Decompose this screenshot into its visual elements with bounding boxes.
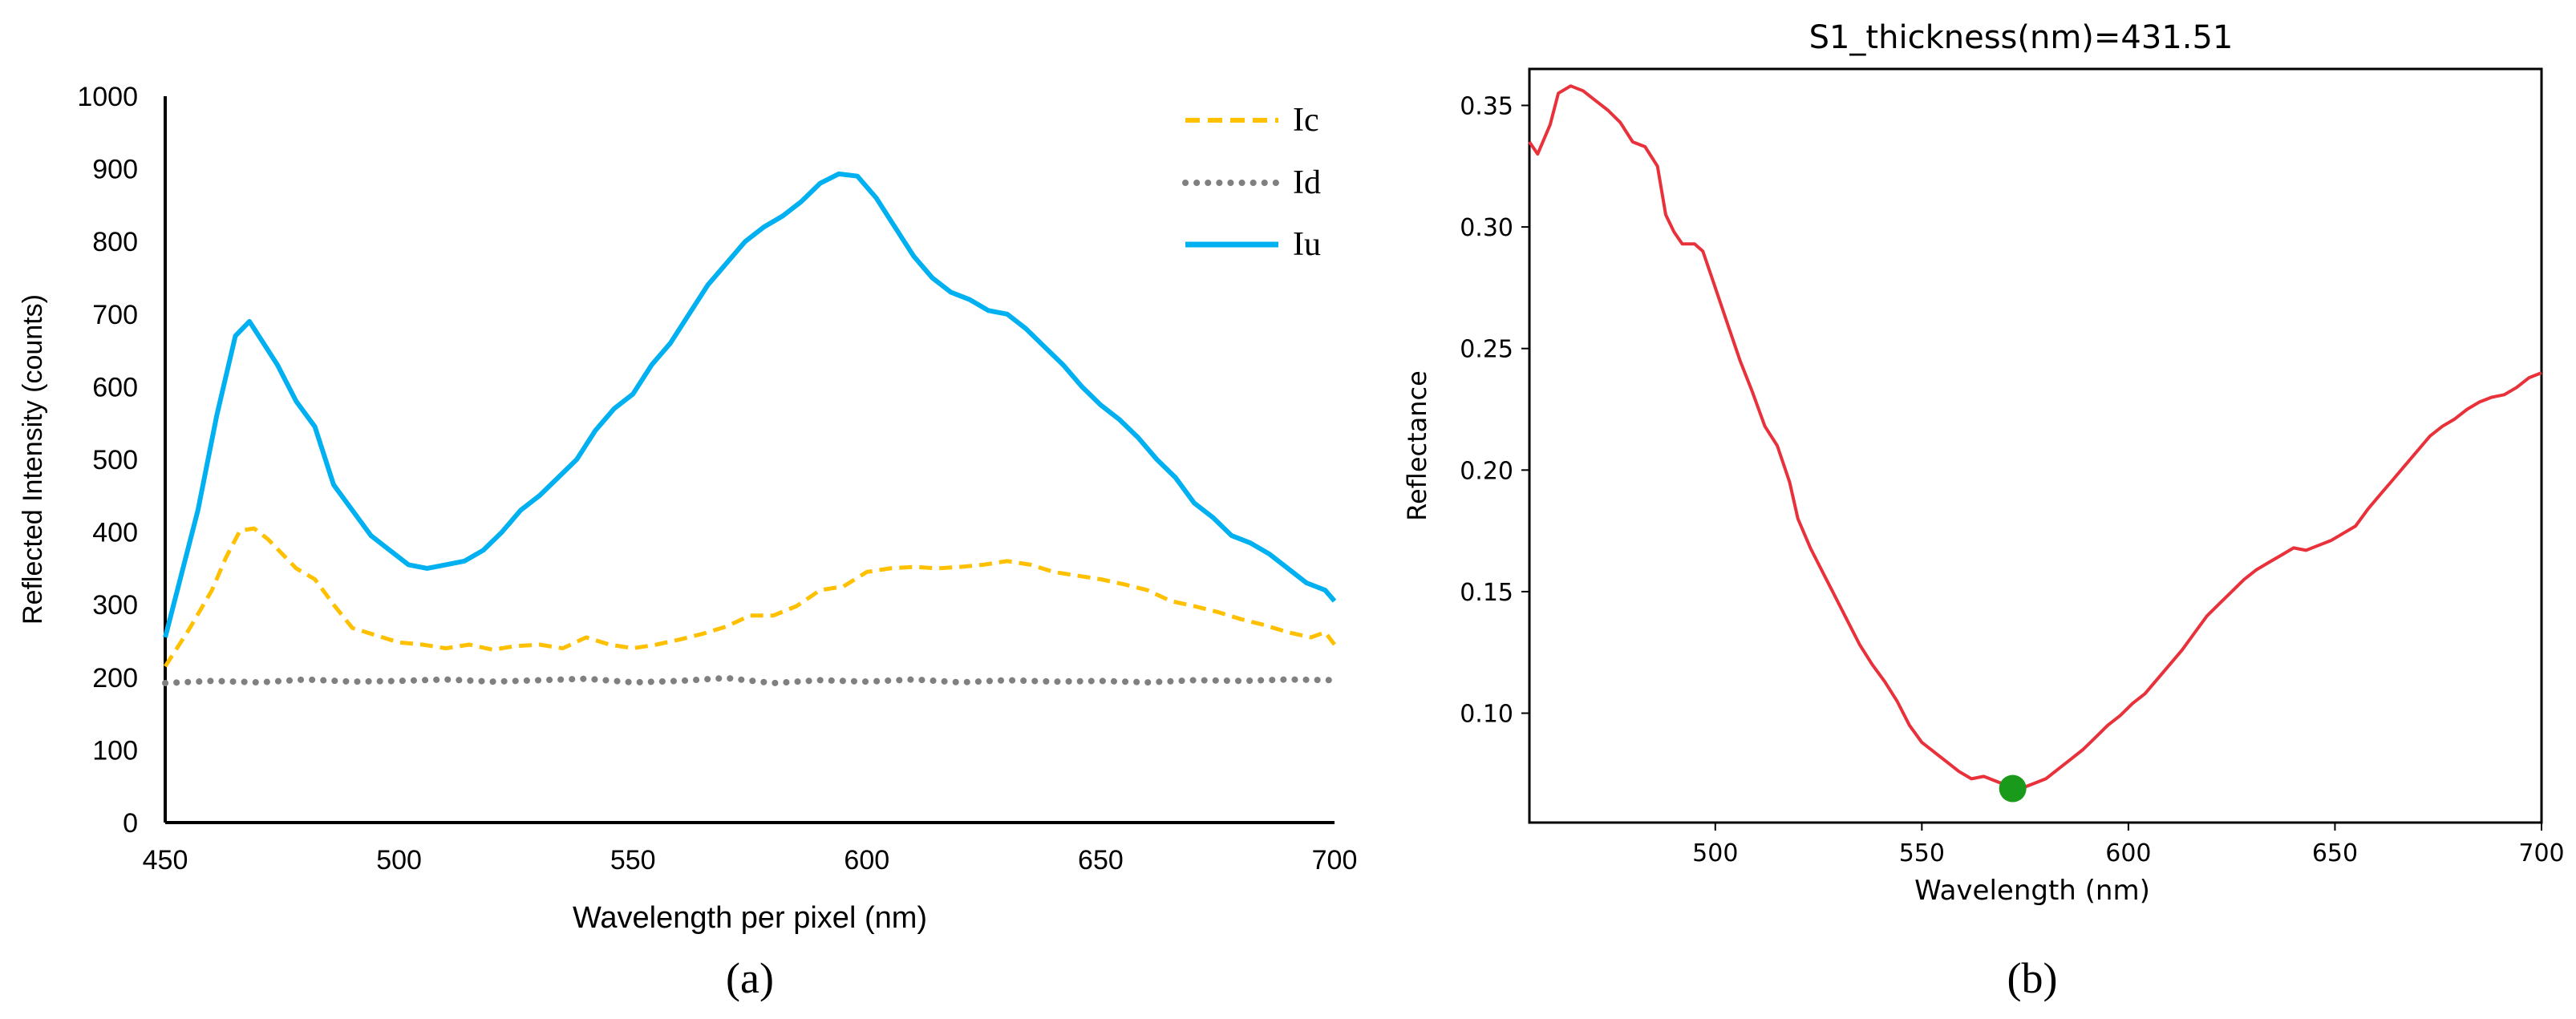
chart-a-ytick-label: 400 [92, 518, 138, 548]
chart-a-series-id [162, 674, 1338, 686]
chart-b-xtick-label: 650 [2312, 839, 2358, 867]
chart-a-xtick-label: 700 [1312, 845, 1358, 875]
chart-b-ytick-label: 0.35 [1460, 92, 1513, 120]
chart-a-xtick-label: 650 [1078, 845, 1124, 875]
chart-a-ytick-label: 800 [92, 227, 138, 257]
chart-a-ytick-label: 100 [92, 735, 138, 766]
legend-label-iu: Iu [1293, 226, 1321, 263]
chart-a-series-iu [163, 171, 1337, 638]
chart-b-ylabel: Reflectance [1402, 370, 1432, 521]
chart-a-legend: Ic Id Iu [1182, 102, 1321, 263]
chart-a-ytick-label: 200 [92, 663, 138, 693]
chart-a-ytick-label: 500 [92, 445, 138, 475]
chart-b: S1_thickness(nm)=431.51 0.10 0.15 0.20 0.25… [1402, 19, 2565, 1002]
chart-b-xtick-label: 500 [1692, 839, 1738, 867]
chart-b-xtick-label: 700 [2518, 839, 2564, 867]
chart-a-ytick-label: 900 [92, 155, 138, 185]
chart-b-plot-frame [1528, 67, 2543, 824]
chart-a-xlabel: Wavelength per pixel (nm) [573, 901, 927, 935]
legend-label-ic: Ic [1293, 102, 1319, 139]
chart-b-ytick-label: 0.30 [1460, 214, 1513, 242]
chart-b-ytick-label: 0.15 [1460, 579, 1513, 607]
chart-a-ytick-label: 600 [92, 372, 138, 402]
chart-a-xtick-label: 550 [610, 845, 656, 875]
legend-label-id: Id [1293, 164, 1321, 201]
chart-a-ytick-label: 700 [92, 300, 138, 330]
chart-a-ylabel: Reflected Intensity (counts) [18, 294, 48, 625]
chart-b-minimum-marker [1999, 774, 2027, 803]
chart-b-xtick-label: 550 [1899, 839, 1945, 867]
caption-a: (a) [726, 954, 774, 1002]
chart-a: 0 100 200 300 400 500 600 700 800 900 1000 450 500 5… [18, 82, 1357, 1002]
chart-b-ytick-label: 0.20 [1460, 457, 1513, 485]
chart-b-ytick-label: 0.25 [1460, 336, 1513, 364]
chart-b-xlabel: Wavelength (nm) [1914, 875, 2150, 907]
chart-a-xtick-label: 450 [143, 845, 188, 875]
chart-a-xtick-label: 500 [376, 845, 422, 875]
chart-a-series-ic [163, 526, 1336, 668]
chart-a-ytick-label: 300 [92, 590, 138, 621]
chart-b-xtick-label: 600 [2105, 839, 2151, 867]
chart-a-xtick-label: 600 [844, 845, 889, 875]
chart-b-title: S1_thickness(nm)=431.51 [1809, 19, 2234, 56]
chart-a-ytick-label: 0 [123, 808, 138, 839]
caption-b: (b) [2007, 954, 2058, 1002]
chart-b-series-reflectance [1528, 84, 2542, 791]
chart-a-ytick-label: 1000 [77, 82, 138, 112]
chart-b-ytick-label: 0.10 [1460, 701, 1513, 729]
